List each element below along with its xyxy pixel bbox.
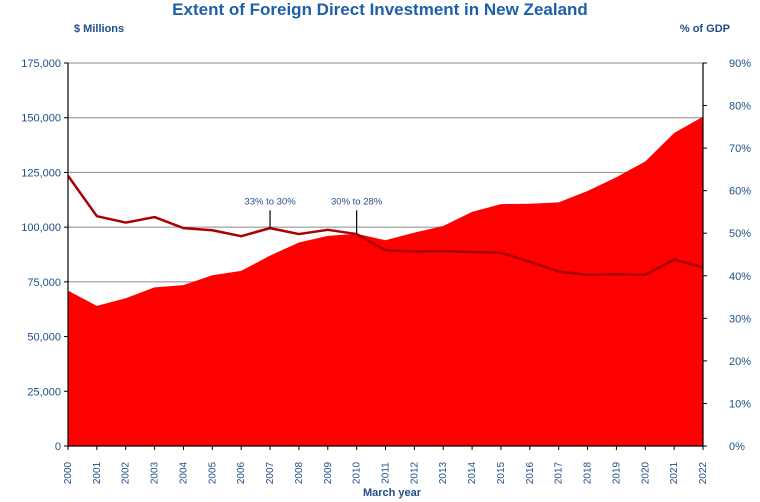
left-axis-unit: $ Millions <box>74 23 124 35</box>
right-tick-label: 90% <box>729 58 751 70</box>
area-layer <box>68 116 703 447</box>
right-tick-label: 0% <box>729 441 745 453</box>
x-tick-label: 2020 <box>640 461 651 484</box>
chart-title: Extent of Foreign Direct Investment in N… <box>172 0 588 19</box>
annotation-layer: 33% to 30% 30% to 28% <box>244 196 383 235</box>
x-tick-label: 2010 <box>352 461 363 484</box>
right-tick-label: 50% <box>729 228 751 240</box>
x-tick-label: 2011 <box>381 462 392 484</box>
right-tick-label: 20% <box>729 356 751 368</box>
right-tick-label: 10% <box>729 398 751 410</box>
line-layer <box>66 175 704 277</box>
left-tick-label: 125,000 <box>21 167 61 179</box>
left-tick-label: 75,000 <box>27 277 61 289</box>
x-tick-label: 2014 <box>467 461 478 484</box>
x-tick-label: 2016 <box>525 461 536 484</box>
x-tick-label: 2005 <box>207 461 218 484</box>
right-tick-label: 60% <box>729 186 751 198</box>
left-tick-label: 150,000 <box>21 113 61 125</box>
x-tick-label: 2003 <box>150 461 161 484</box>
right-tick-label: 70% <box>729 143 751 155</box>
x-tick-label: 2000 <box>63 461 74 484</box>
x-tick-label: 2002 <box>121 461 132 484</box>
x-tick-label: 2007 <box>265 461 276 484</box>
x-tick-label: 2022 <box>698 461 709 484</box>
x-tick-label: 2006 <box>236 461 247 484</box>
left-tick-label: 50,000 <box>27 332 61 344</box>
x-tick-label: 2021 <box>669 461 680 484</box>
x-tick-label: 2008 <box>294 461 305 484</box>
left-tick-label: 100,000 <box>21 222 61 234</box>
right-tick-label: 30% <box>729 313 751 325</box>
right-axis-unit: % of GDP <box>680 23 730 35</box>
right-tick-label: 80% <box>729 101 751 113</box>
x-tick-label: 2012 <box>409 461 420 484</box>
gdp-share-line <box>66 175 704 277</box>
x-axis-ticks: 2000 2001 2002 2003 2004 2005 2006 2007 2008 2009… <box>63 446 709 484</box>
annotation-label: 30% to 28% <box>331 196 383 207</box>
x-tick-label: 2013 <box>438 461 449 484</box>
right-axis-ticks: 0% 10% 20% 30% 40% 50% 60% 70% 80% 90% <box>703 58 751 453</box>
right-tick-label: 40% <box>729 271 751 283</box>
left-tick-label: 175,000 <box>21 58 61 70</box>
fdi-area <box>68 116 703 447</box>
left-tick-label: 25,000 <box>27 386 61 398</box>
x-tick-label: 2009 <box>323 461 334 484</box>
x-tick-label: 2004 <box>178 461 189 484</box>
x-tick-label: 2017 <box>554 461 565 484</box>
annotation-label: 33% to 30% <box>244 196 296 207</box>
left-axis-ticks: 0 25,000 50,000 75,000 100,000 125,000 150,000… <box>21 58 68 453</box>
x-tick-label: 2001 <box>92 461 103 484</box>
x-axis-title: March year <box>363 487 422 499</box>
x-tick-label: 2018 <box>583 461 594 484</box>
x-tick-label: 2015 <box>496 461 507 484</box>
x-tick-label: 2019 <box>611 461 622 484</box>
left-tick-label: 0 <box>55 441 61 453</box>
